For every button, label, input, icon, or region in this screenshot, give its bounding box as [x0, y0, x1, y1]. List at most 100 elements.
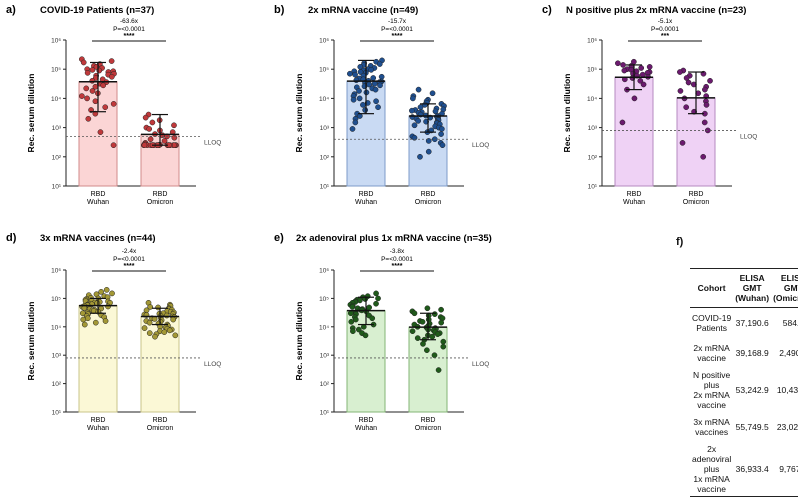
data-point [373, 98, 379, 105]
cohort-cell: 3x mRNA vaccines [693, 417, 730, 437]
lloq-label: LLOQ [204, 361, 221, 368]
data-point [419, 318, 426, 325]
x-tick-label: RBD Omicron [415, 417, 442, 432]
fold-change-label: -3.8x [390, 248, 405, 255]
chart-title: N positive plus 2x mRNA vaccine (n=23) [566, 5, 746, 16]
y-tick-label: 10⁴ [319, 324, 329, 331]
gmt-omicron-cell: 2,490.6 [779, 348, 798, 358]
data-point [352, 316, 359, 323]
data-point [97, 129, 104, 135]
data-point [149, 119, 156, 126]
table-row: N positive plus 2x mRNA vaccine 53,242.9… [690, 368, 798, 412]
x-tick-label: RBD Omicron [147, 191, 174, 206]
data-point [102, 104, 109, 111]
significance-stars: **** [392, 263, 403, 270]
data-point [631, 95, 638, 102]
lloq-label: LLOQ [204, 139, 221, 146]
data-point [438, 306, 444, 313]
chart-title: 2x mRNA vaccine (n=49) [308, 5, 418, 16]
data-point [638, 65, 645, 71]
data-point [438, 131, 444, 137]
y-tick-label: 10³ [320, 353, 330, 360]
y-tick-label: 10² [52, 381, 62, 388]
chart-title: 3x mRNA vaccines (n=44) [40, 233, 156, 244]
gmt-omicron-cell: 10,438.8 [776, 385, 798, 395]
data-point [171, 122, 177, 129]
data-point [362, 332, 369, 339]
y-tick-label: 10⁶ [319, 268, 329, 275]
data-point [161, 138, 168, 144]
p-value-label: P=0.0001 [651, 26, 679, 33]
y-tick-label: 10² [320, 154, 330, 161]
data-point [146, 330, 153, 336]
data-point [142, 114, 149, 121]
data-point [376, 61, 383, 67]
data-point [110, 101, 117, 107]
data-point [429, 333, 436, 340]
data-point [409, 328, 416, 335]
data-point [102, 318, 109, 324]
data-point [85, 115, 92, 122]
y-tick-label: 10⁵ [51, 67, 61, 74]
data-point [368, 67, 375, 73]
data-point [620, 62, 626, 68]
panel-b: b) 2x mRNA vaccine (n=49) Rec. serum dilut… [268, 0, 528, 220]
significance-stars: **** [124, 33, 135, 40]
data-point [424, 347, 430, 354]
chart-title: COVID-19 Patients (n=37) [40, 5, 154, 16]
table-row: 3x mRNA vaccines 55,749.5 23,025.8 [690, 412, 798, 442]
data-point [378, 73, 385, 80]
panel-d: d) 3x mRNA vaccines (n=44) Rec. serum dilu… [0, 228, 260, 445]
table-row: COVID-19 Patients 37,190.6 584.4 [690, 308, 798, 339]
y-tick-label: 10⁶ [587, 38, 597, 45]
data-point [685, 79, 692, 86]
chart-title: 2x adenoviral plus 1x mRNA vaccine (n=35… [296, 233, 492, 244]
data-point [352, 119, 359, 126]
data-point [425, 148, 432, 155]
y-tick-label: 10⁶ [51, 268, 61, 275]
fold-change-label: -63.6x [120, 18, 139, 25]
panel-label: b) [274, 4, 285, 16]
y-tick-label: 10¹ [320, 410, 330, 417]
y-tick-label: 10⁵ [51, 296, 61, 303]
header-gmt-omicron: ELISA GMT (Omicron) [771, 268, 798, 308]
significance-stars: **** [124, 263, 135, 270]
data-point [84, 69, 91, 76]
data-point [423, 118, 429, 125]
data-point [440, 338, 447, 345]
data-point [691, 108, 697, 115]
cohort-cell: 2x adenoviral plus 1x mRNA vaccine [690, 442, 734, 497]
x-tick-label: RBD Omicron [683, 191, 710, 206]
lloq-label: LLOQ [740, 133, 757, 140]
bar-wuhan [614, 76, 654, 187]
header-cohort: Cohort [690, 268, 734, 308]
data-point [100, 82, 107, 89]
data-point [170, 316, 177, 323]
data-point [141, 325, 148, 331]
data-point [370, 75, 377, 81]
data-point [637, 77, 644, 84]
data-point [420, 341, 426, 347]
x-tick-label: RBD Omicron [147, 417, 174, 432]
data-point [89, 77, 96, 84]
data-point [152, 333, 158, 340]
y-tick-label: 10⁵ [319, 67, 329, 74]
p-value-label: P=<0.0001 [381, 256, 413, 263]
data-point [369, 315, 376, 322]
data-point [439, 142, 446, 149]
data-point [417, 153, 423, 160]
x-tick-label: RBD Wuhan [623, 191, 645, 206]
data-point [98, 289, 104, 295]
data-point [409, 107, 415, 114]
data-point [347, 70, 353, 77]
data-point [147, 304, 154, 310]
gmt-wuhan-cell: 39,168.9 [735, 348, 769, 358]
p-value-label: P=<0.0001 [113, 26, 145, 33]
y-tick-label: 10⁵ [319, 296, 329, 303]
header-gmt-wuhan: ELISA GMT (Wuhan) [733, 268, 772, 308]
data-point [356, 88, 362, 94]
data-point [108, 58, 115, 64]
y-tick-label: 10³ [320, 125, 330, 132]
significance-stars: **** [392, 33, 403, 40]
data-point [92, 319, 99, 326]
